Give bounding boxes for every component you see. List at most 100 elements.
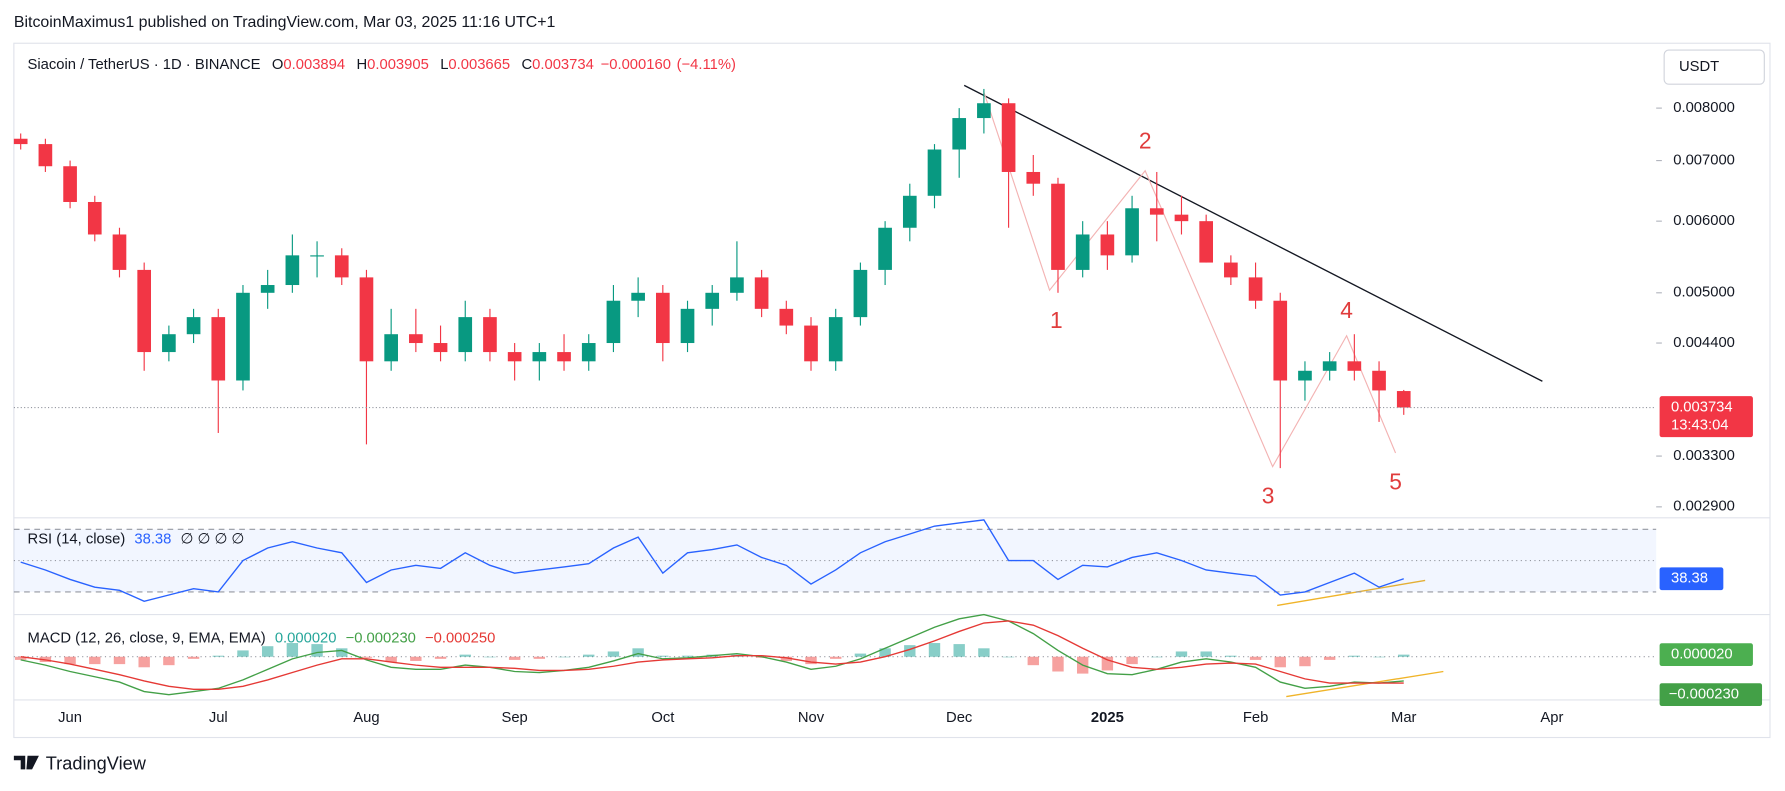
candle-body (260, 285, 275, 293)
candle-body (853, 269, 868, 318)
x-tick-label: Apr (1540, 710, 1563, 726)
macd-histogram-bar (1101, 656, 1114, 671)
wave-label: 5 (1389, 469, 1402, 495)
wave-label: 3 (1262, 482, 1275, 508)
macd-histogram-bar (1151, 656, 1163, 658)
macd-histogram-bar (15, 656, 27, 660)
currency-label[interactable]: USDT (1679, 59, 1719, 75)
candle-body (1149, 208, 1164, 215)
macd-histogram-bar (1126, 656, 1138, 665)
candle-body (557, 352, 571, 362)
x-tick-label: Nov (798, 710, 825, 726)
macd-histogram-bar (508, 656, 521, 660)
y-tick-label: 0.003300 (1673, 448, 1735, 464)
candle-body (1372, 370, 1386, 391)
countdown: 13:43:04 (1671, 418, 1729, 434)
candle-body (1248, 277, 1263, 301)
candle-body (483, 317, 497, 353)
candle-body (359, 277, 374, 362)
candle-body (458, 317, 473, 353)
rsi-axis-value: 38.38 (1671, 571, 1708, 587)
macd-histogram-bar (484, 656, 496, 658)
rsi-divergence-line (1277, 579, 1426, 607)
candle-body (186, 317, 201, 335)
macd-histogram-bar (780, 656, 793, 661)
y-tick-label: 0.004400 (1673, 335, 1735, 351)
macd-line (20, 613, 1404, 696)
trend-line (963, 84, 1543, 382)
candle-body (1051, 183, 1065, 270)
macd-histogram-bar (89, 656, 101, 665)
macd-divergence-line (1286, 670, 1444, 698)
x-tick-label: Jun (58, 710, 82, 726)
candle-body (705, 292, 720, 309)
candle-body (433, 343, 448, 353)
candle-body (137, 269, 152, 353)
macd-hist-axis-value: 0.000020 (1671, 647, 1733, 663)
macd-histogram-bar (1373, 656, 1385, 658)
x-tick-label: Jul (209, 710, 228, 726)
macd-histogram-bar (1299, 656, 1311, 667)
candle-body (1199, 221, 1213, 263)
rsi-na: ∅ ∅ ∅ ∅ (180, 531, 244, 547)
x-tick-label: Sep (501, 710, 527, 726)
ohlc-key: C (521, 57, 532, 73)
macd-histogram-bar (1052, 656, 1064, 672)
y-tick-label: 0.002900 (1673, 499, 1735, 515)
candle-body (779, 308, 794, 326)
macd-histogram-bar (904, 645, 916, 657)
candle-body (211, 317, 226, 381)
macd-histogram-bar (1002, 656, 1015, 658)
macd-histogram-bar (64, 656, 76, 665)
candle-body (878, 227, 892, 270)
candle-body (952, 118, 967, 150)
ohlc-value: 0.003905 (367, 57, 429, 73)
candle-body (13, 138, 28, 145)
macd-histogram-bar (336, 648, 348, 657)
y-tick-label: 0.006000 (1673, 213, 1735, 229)
macd-histogram-bar (1323, 656, 1336, 660)
macd-title: MACD (12, 26, close, 9, EMA, EMA) (28, 630, 266, 646)
x-tick-label: Mar (1391, 710, 1417, 726)
macd-histogram-bar (854, 653, 867, 657)
macd-histogram-bar (1348, 655, 1361, 657)
x-tick-label: Aug (353, 710, 379, 726)
wave-label: 4 (1340, 297, 1353, 323)
candle-body (162, 334, 176, 353)
candle-body (1224, 262, 1238, 278)
tradingview-logo (13, 755, 39, 770)
ohlc-value: 0.003734 (532, 57, 594, 73)
macd-histogram-bar (311, 644, 323, 657)
change-percent: (−4.11%) (677, 57, 736, 73)
candle-body (1174, 214, 1189, 222)
ohlc-value: 0.003665 (448, 57, 510, 73)
macd-legend-value: −0.000250 (425, 630, 495, 646)
candle-body (1396, 391, 1411, 408)
candle-body (236, 292, 250, 381)
candle-body (1075, 234, 1090, 270)
candle-body (680, 308, 695, 344)
candle-body (112, 234, 127, 270)
macd-histogram-bar (138, 656, 150, 668)
x-tick-label: Dec (946, 710, 972, 726)
candle-body (655, 292, 670, 344)
macd-histogram-bar (434, 656, 447, 659)
macd-histogram-bar (237, 650, 249, 657)
x-tick-label: Oct (651, 710, 674, 726)
macd-histogram-bar (978, 648, 990, 657)
candle-body (1125, 208, 1139, 256)
macd-histogram-bar (1175, 651, 1188, 657)
symbol: Siacoin / TetherUS · 1D · BINANCE (28, 57, 261, 73)
macd-histogram-bar (459, 654, 471, 657)
candle-body (310, 255, 324, 257)
macd-hist-box (1659, 643, 1753, 667)
macd-histogram-bar (1249, 656, 1262, 660)
candle-body (581, 343, 596, 362)
currency-button[interactable] (1663, 49, 1765, 85)
candle-body (1298, 370, 1312, 381)
ohlc-key: L (440, 57, 448, 73)
macd-histogram-bar (830, 656, 842, 659)
candle-body (532, 352, 547, 362)
